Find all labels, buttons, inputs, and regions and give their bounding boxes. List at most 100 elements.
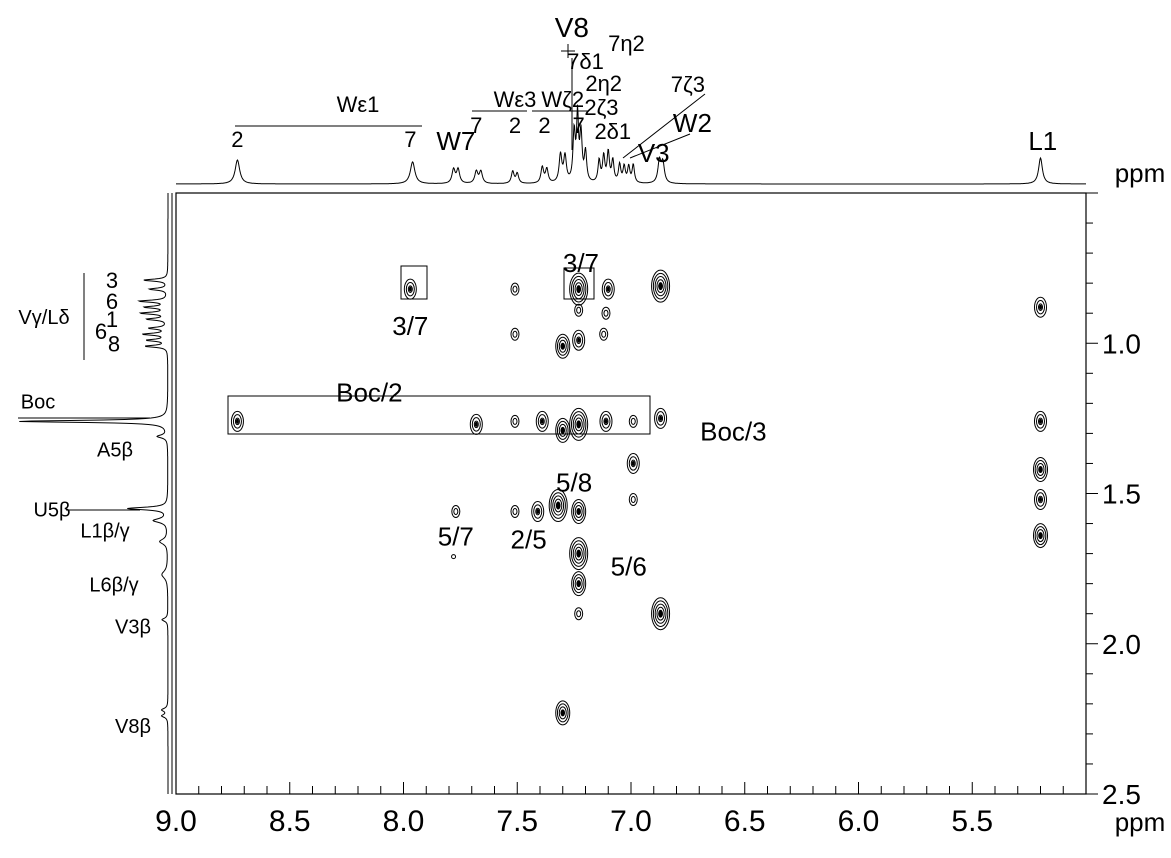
top-label: 2δ1 [594,119,631,144]
top-label: 2ζ3 [584,95,618,120]
cross-peaks [230,269,1048,726]
top-1d-spectrum [176,104,1086,185]
left-label: 3 [106,268,118,293]
cross-peak-23 [628,493,638,507]
cross-peak-26 [1033,523,1048,549]
x-axis: 9.0 8.5 8.0 7.5 7.0 6.5 6.0 5.5 ppm [155,782,1166,838]
cross-peak-36 [651,597,671,631]
cross-peak-19 [628,414,638,428]
y-tick-label: 1.5 [1102,479,1141,510]
cross-peak-34 [451,554,457,560]
cross-peak-24 [1033,456,1048,482]
cross-peak-11 [1034,296,1047,318]
cross-peak-3 [651,269,671,303]
y-tick-label: 1.0 [1102,328,1141,359]
left-label: 6 [106,289,118,314]
x-tick-label: 7.5 [496,805,538,838]
top-label: Wζ2 [541,87,584,112]
top-label: V3 [638,138,670,168]
peak-label: 5/7 [438,522,474,552]
peak-label: 5/8 [556,467,592,497]
top-label: 7 [404,127,416,152]
peak-label: 3/7 [392,311,428,341]
peak-label: 3/7 [563,248,599,278]
cross-peak-35 [574,607,584,621]
box-3-7-left [400,265,428,300]
cross-peak-6 [601,306,611,320]
cross-peak-14 [510,414,520,428]
x-tick-label: 7.0 [610,805,652,838]
cross-peak-33 [571,571,587,597]
top-label: V8 [555,12,589,43]
cross-peak-16 [555,417,571,443]
cross-peak-31 [571,499,587,525]
x-tick-label: 5.5 [951,805,993,838]
top-label: 7 [573,113,585,138]
cross-peak-29 [531,501,545,523]
left-label: 8 [108,331,120,356]
cross-peak-10 [599,327,609,341]
cross-peak-21 [1034,410,1047,432]
top-label: 2 [509,113,521,138]
cross-peak-12 [230,410,244,432]
left-label: U5β [33,500,70,522]
cross-peak-2 [601,278,615,300]
left-label: Boc [21,391,55,413]
top-label: Wε1 [337,92,380,117]
left-label: L1β/γ [80,521,129,543]
assignment-lines [18,44,706,511]
y-axis: 1.0 1.5 2.0 2.5 ppm [1086,158,1165,810]
cross-peak-18 [599,410,613,432]
cross-peak-20 [654,407,668,429]
x-tick-label: 6.5 [724,805,766,838]
top-label: W7 [436,126,475,156]
peak-label: Boc/3 [700,416,767,446]
peak-label: Boc/2 [336,377,403,407]
cross-peak-28 [510,505,520,519]
left-label: V8β [115,716,151,738]
top-axis-unit: ppm [1115,158,1166,188]
x-tick-label: 8.5 [269,805,311,838]
left-1d-spectrum [19,193,169,794]
top-label: 7η2 [608,31,645,56]
cross-peak-25 [1034,489,1047,511]
left-label: A5β [97,439,133,461]
top-label: 7 [470,113,482,138]
cross-peak-13 [469,413,483,435]
y-tick-label: 2.5 [1102,779,1141,810]
cross-peak-27 [451,505,461,519]
w2-line [629,133,691,159]
z3-line [622,93,706,159]
top-label: 7ζ3 [671,72,705,97]
cross-peak-22 [626,452,640,474]
top-label: L1 [1028,126,1057,156]
cross-peak-17 [569,407,589,441]
left-label: L6β/γ [89,575,138,597]
cross-peak-32 [569,537,589,571]
top-label: 2η2 [585,71,622,96]
box-boc [227,395,651,435]
x-tick-label: 8.0 [383,805,425,838]
cross-peak-0 [403,278,417,300]
box-3-7-right [563,267,595,300]
peak-label: 5/6 [611,552,647,582]
cross-peak-30 [548,489,568,523]
top-label: 2 [231,127,243,152]
x-axis-unit: ppm [1115,807,1166,837]
x-tick-label: 9.0 [155,805,197,838]
cross-peak-9 [572,329,586,351]
cross-peak-8 [555,333,571,359]
top-label: W2 [673,108,712,138]
top-label: 7δ1 [567,49,604,74]
y-tick-label: 2.0 [1102,629,1141,660]
left-label: 6 [95,319,107,344]
highlight-boxes [227,265,651,435]
cross-peak-4 [510,282,520,296]
left-label: 1 [106,307,118,332]
x-tick-label: 6.0 [838,805,880,838]
cross-peak-7 [510,327,520,341]
